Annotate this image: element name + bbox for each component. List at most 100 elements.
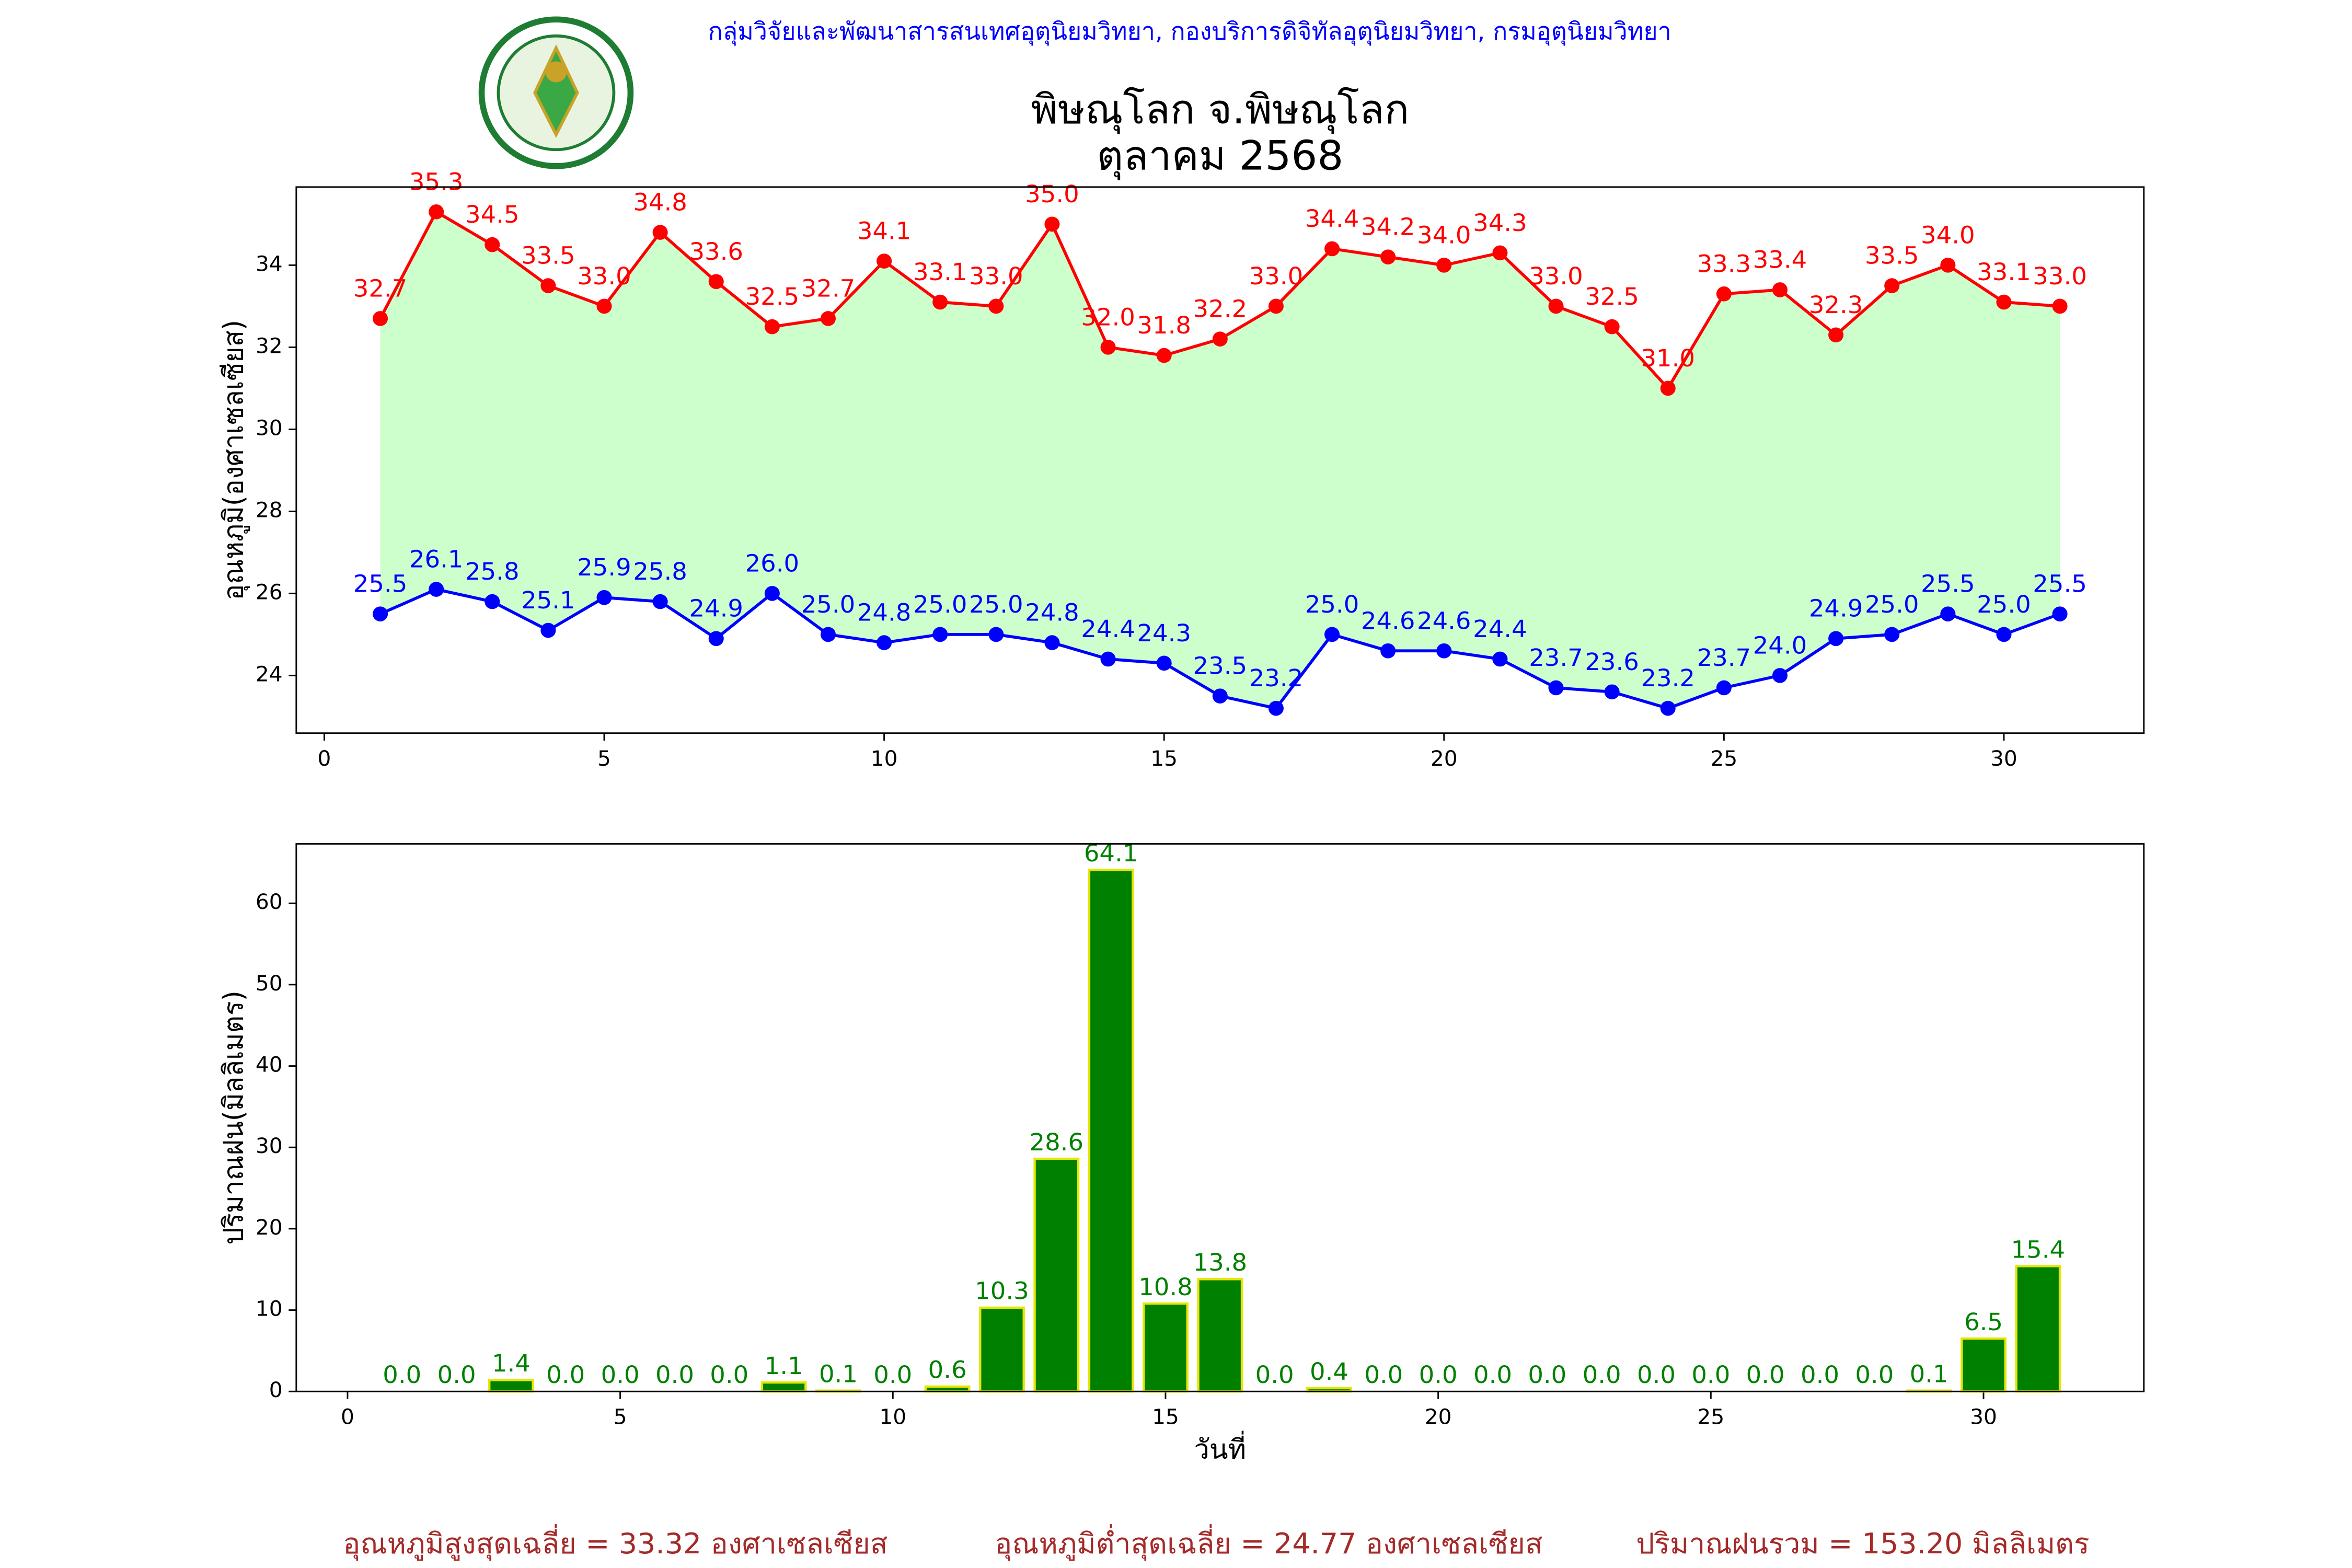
point	[1996, 294, 2012, 310]
point	[1436, 258, 1452, 273]
bar	[2015, 1265, 2061, 1393]
point	[988, 298, 1004, 314]
data-label: 33.6	[689, 237, 743, 266]
data-label: 0.0	[1583, 1361, 1621, 1389]
point	[1156, 655, 1172, 671]
y-tick-label: 28	[256, 498, 283, 523]
point	[429, 582, 444, 597]
x-tick-label: 20	[1425, 1405, 1452, 1429]
data-label: 24.9	[1809, 594, 1863, 622]
data-label: 33.1	[1977, 258, 2031, 286]
point	[1492, 651, 1508, 667]
point	[1324, 627, 1340, 642]
data-label: 24.9	[689, 594, 743, 622]
data-label: 0.0	[1746, 1361, 1785, 1389]
data-label: 1.4	[492, 1350, 531, 1378]
data-label: 31.8	[1137, 311, 1191, 339]
data-label: 24.8	[1025, 598, 1079, 627]
data-label: 25.0	[1305, 590, 1359, 618]
y-tick-label: 24	[256, 662, 283, 687]
data-label: 32.7	[801, 274, 856, 303]
x-tick-label: 30	[1990, 746, 2017, 771]
summary-text: อุณหภูมิต่ำสุดเฉลี่ย = 24.77 องศาเซลเซีย…	[995, 1524, 1542, 1561]
point	[2052, 606, 2068, 621]
data-label: 23.7	[1697, 643, 1751, 672]
data-label: 25.9	[577, 554, 631, 582]
logo-figure	[533, 44, 579, 139]
bar	[760, 1381, 807, 1393]
x-tick-label: 20	[1431, 746, 1458, 771]
data-label: 0.0	[710, 1361, 748, 1389]
chart-title: พิษณุโลก จ.พิษณุโลก	[1031, 87, 1409, 134]
point	[485, 594, 500, 609]
data-label: 0.0	[1691, 1361, 1730, 1389]
point	[764, 586, 780, 601]
point	[1716, 286, 1732, 302]
data-label: 35.3	[409, 168, 464, 196]
point	[1548, 680, 1564, 696]
y-tick-label: 30	[256, 1134, 283, 1158]
point	[1940, 258, 1956, 273]
point	[1380, 249, 1396, 264]
point	[373, 311, 388, 326]
data-label: 28.6	[1030, 1128, 1084, 1156]
point	[596, 590, 612, 605]
y-tick-label: 30	[256, 416, 283, 441]
point	[932, 294, 948, 310]
point	[877, 253, 892, 269]
data-label: 0.1	[1910, 1360, 1949, 1388]
data-label: 25.0	[1865, 590, 1919, 618]
point	[764, 319, 780, 335]
data-label: 13.8	[1193, 1249, 1248, 1277]
point	[1716, 680, 1732, 696]
data-label: 25.0	[969, 590, 1023, 618]
x-tick-label: 5	[597, 746, 611, 771]
point	[1268, 298, 1284, 314]
data-label: 25.5	[353, 570, 408, 598]
data-label: 34.0	[1921, 221, 1975, 249]
data-label: 24.6	[1361, 607, 1415, 635]
y-tick-label: 40	[256, 1053, 283, 1077]
point	[708, 274, 724, 290]
summary-text: ปริมาณฝนรวม = 153.20 มิลลิเมตร	[1636, 1527, 2089, 1560]
bar	[1143, 1302, 1189, 1393]
point	[1660, 700, 1676, 716]
x-tick-label: 25	[1710, 746, 1737, 771]
data-label: 0.0	[1255, 1361, 1294, 1389]
data-label: 24.3	[1137, 619, 1191, 647]
summary-text: อุณหภูมิสูงสุดเฉลี่ย = 33.32 องศาเซลเซีย…	[343, 1524, 887, 1561]
point	[1604, 319, 1620, 335]
data-label: 33.0	[2033, 262, 2087, 290]
point	[1828, 631, 1844, 647]
point	[540, 278, 556, 293]
data-label: 23.5	[1193, 652, 1248, 680]
data-label: 23.2	[1249, 664, 1304, 693]
point	[1100, 340, 1116, 355]
point	[988, 627, 1004, 642]
data-label: 34.2	[1361, 213, 1415, 241]
data-label: 33.0	[577, 262, 631, 290]
data-label: 35.0	[1025, 180, 1079, 208]
data-label: 10.8	[1138, 1273, 1193, 1301]
point	[877, 635, 892, 650]
x-tick-label: 0	[341, 1405, 354, 1429]
plot-frame	[295, 186, 2145, 734]
data-label: 33.3	[1697, 250, 1751, 278]
point	[820, 311, 836, 326]
data-label: 24.8	[857, 598, 912, 627]
data-label: 0.0	[383, 1361, 421, 1389]
data-label: 24.4	[1081, 615, 1135, 643]
data-label: 32.5	[1585, 282, 1639, 310]
point	[820, 627, 836, 642]
bar	[1197, 1278, 1243, 1393]
y-axis-label: ปริมาณฝน(มิลลิเมตร)	[218, 990, 249, 1244]
x-tick-label: 15	[1152, 1405, 1179, 1429]
bar	[979, 1306, 1025, 1393]
x-tick-label: 10	[879, 1405, 906, 1429]
data-label: 34.8	[633, 188, 687, 216]
data-label: 0.1	[819, 1360, 858, 1388]
data-label: 34.0	[1417, 221, 1471, 249]
data-label: 32.5	[745, 282, 800, 310]
point	[1324, 241, 1340, 257]
